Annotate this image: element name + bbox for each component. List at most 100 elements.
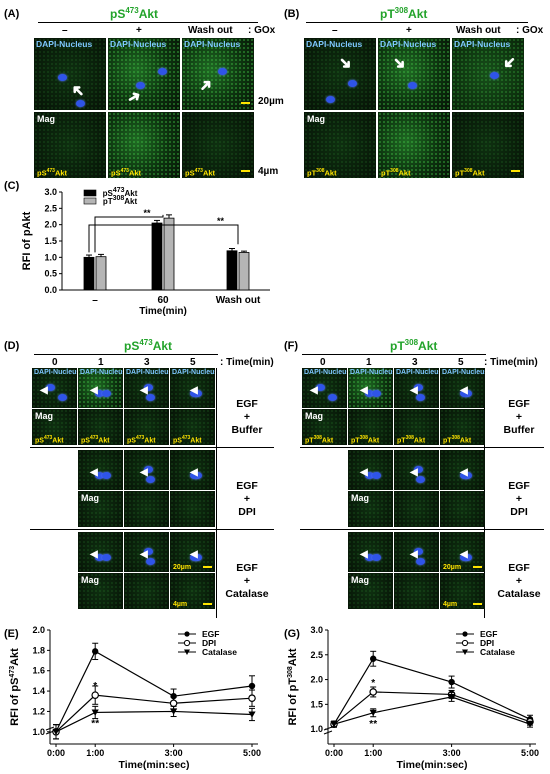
y-axis-label: RFI of pT308Akt (287, 648, 299, 725)
data-point (91, 709, 99, 716)
tile-nucleus: ◀ 20µm (440, 532, 485, 572)
scale-label: 4µm (443, 601, 458, 608)
scale-label: 4µm (173, 601, 188, 608)
panel-d-cond-catalase: EGF + Catalase (222, 562, 272, 601)
y-tick-label: 1.0 (32, 727, 45, 737)
legend-marker (462, 649, 468, 655)
tile-label: DAPI-Nucleus (172, 369, 215, 376)
x-tick-label: 0:00 (47, 748, 65, 758)
panel-a-mag-minus: Mag pS473Akt (34, 112, 106, 178)
panel-b-col-plus: + (406, 25, 412, 36)
panel-b-mag-plus: pT308Akt (378, 112, 450, 178)
panel-f-time-1: 1 (366, 357, 372, 368)
tile-mag (394, 573, 439, 609)
tile-mag: pT308Akt (440, 409, 485, 445)
panel-a-label: (A) (4, 8, 20, 20)
panel-e-label: (E) (4, 628, 19, 640)
nucleus (416, 476, 425, 483)
nucleus (146, 476, 155, 483)
nucleus (414, 466, 423, 473)
akt-label: pT308Akt (455, 168, 485, 178)
arrowhead-icon: ◀ (410, 385, 418, 396)
tile-mag: pS473Akt (124, 409, 169, 445)
cond-line: Buffer (231, 424, 263, 436)
akt-label-pre: pS (111, 168, 121, 177)
data-point (330, 721, 338, 728)
y-tick-label: 1.0 (310, 724, 323, 734)
tile-label: DAPI-Nucleus (126, 369, 169, 376)
tile-label: DAPI-Nucleus (36, 39, 93, 49)
data-point (369, 688, 378, 696)
tile-mag: Mag pS473Akt (32, 409, 77, 445)
tile-mag: pT308Akt (348, 409, 393, 445)
nucleus (136, 82, 145, 89)
tile-nucleus: DAPI-Nucleus ◀ (78, 368, 123, 408)
panel-d-label: (D) (4, 340, 20, 352)
y-tick-label: 1.6 (32, 666, 45, 676)
panel-d-time-5: 5 (190, 357, 196, 368)
panel-b-tile-plus: DAPI-Nucleus ➜ (378, 38, 450, 110)
nucleus (58, 394, 67, 401)
arrowhead-icon: ◀ (140, 385, 148, 396)
y-tick-label: 3.0 (44, 187, 57, 197)
nucleus (102, 472, 111, 479)
tile-mag: pS473Akt (78, 409, 123, 445)
panel-a-title-sup: 473 (125, 6, 139, 15)
tile-mag: pT308Akt (394, 409, 439, 445)
panel-b-title-sup: 308 (394, 6, 409, 15)
y-tick-label: 2.0 (32, 625, 45, 635)
panel-d-time-0: 0 (52, 357, 58, 368)
akt-label-pre: pS (185, 168, 195, 177)
series-line (333, 691, 531, 725)
panel-a-title: pS473Akt (110, 6, 158, 21)
scale-bar (241, 170, 250, 172)
legend-label: Catalase (480, 647, 515, 657)
panel-b-mag-washout: pT308Akt (452, 112, 524, 178)
scale-label: 20µm (443, 564, 462, 571)
tile-mag (124, 573, 169, 609)
legend-marker (183, 639, 191, 647)
nucleus (408, 82, 417, 89)
scale-bar (473, 603, 482, 605)
sig-bracket (88, 224, 239, 253)
panel-b-title: pT308Akt (380, 6, 427, 21)
tile-nucleus: DAPI-Nucleus ◀ (32, 368, 77, 408)
cond-line: + (243, 493, 251, 505)
y-tick-label: 2.0 (44, 220, 57, 230)
panel-f-time-3: 3 (412, 357, 418, 368)
tile-nucleus: ◀ (348, 450, 393, 490)
series-line (55, 650, 253, 733)
legend-label: DPI (480, 638, 494, 648)
nucleus (146, 394, 155, 401)
legend-label: pT308Akt (103, 195, 138, 206)
data-point (248, 682, 256, 690)
chart-e: RFI of pS473Akt 1.0 1.2 1.4 1.6 1.8 2.0 0:00 1:0… (9, 625, 261, 770)
arrowhead-icon: ◀ (90, 467, 98, 478)
tile-mag: 4µm (170, 573, 215, 609)
nucleus (218, 68, 227, 75)
tile-nucleus: DAPI-Nucleus ◀ (394, 368, 439, 408)
sig-label: ** (91, 718, 99, 729)
tile-mag (394, 491, 439, 527)
panel-f-cond-buffer: EGF + Buffer (492, 398, 546, 437)
nucleus (414, 384, 423, 391)
y-tick-label: 2.5 (310, 650, 323, 660)
nucleus (460, 390, 469, 397)
scale-bar (203, 603, 212, 605)
scale-bar (473, 566, 482, 568)
nucleus (144, 384, 153, 391)
arrowhead-icon: ◀ (360, 549, 368, 560)
akt-label-post: Akt (54, 168, 68, 177)
data-point (52, 728, 60, 736)
row-divider (30, 447, 274, 448)
akt-label: pS473Akt (111, 168, 141, 178)
panel-a-mag-washout: pS473Akt (182, 112, 254, 178)
arrowhead-icon: ◀ (190, 467, 198, 478)
akt-label-pre: pT (455, 168, 465, 177)
arrowhead-icon: ◀ (460, 385, 468, 396)
tile-label: DAPI-Nucleus (306, 39, 363, 49)
panel-d-title-rule (34, 354, 218, 355)
cond-line: EGF (236, 480, 258, 492)
arrowhead-icon: ◀ (460, 549, 468, 560)
nucleus (190, 554, 199, 561)
